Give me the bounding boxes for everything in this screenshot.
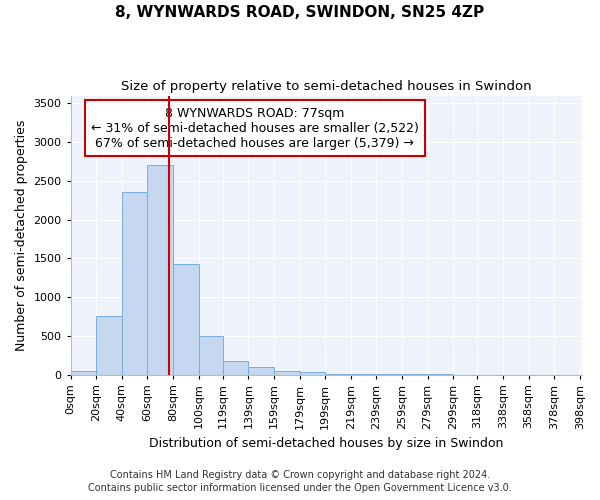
Bar (173, 264, 199, 374)
Text: Contains HM Land Registry data © Crown copyright and database right 2024.: Contains HM Land Registry data © Crown c… (110, 470, 490, 480)
Bar (274, 370, 299, 374)
Text: 8, WYNWARDS ROAD, SWINDON, SN25 4ZP: 8, WYNWARDS ROAD, SWINDON, SN25 4ZP (115, 5, 485, 20)
Bar (248, 367, 274, 374)
Title: Size of property relative to semi-detached houses in Swindon: Size of property relative to semi-detach… (121, 80, 532, 93)
Bar (199, 336, 223, 374)
Y-axis label: Number of semi-detached properties: Number of semi-detached properties (15, 120, 28, 350)
Text: Contains public sector information licensed under the Open Government Licence v3: Contains public sector information licen… (88, 483, 512, 493)
Bar (71, 370, 96, 374)
Text: 8 WYNWARDS ROAD: 77sqm
← 31% of semi-detached houses are smaller (2,522)
67% of : 8 WYNWARDS ROAD: 77sqm ← 31% of semi-det… (91, 106, 419, 150)
Bar (96, 316, 122, 374)
Bar (299, 372, 325, 374)
Bar (122, 192, 148, 374)
Bar (148, 166, 173, 374)
X-axis label: Distribution of semi-detached houses by size in Swindon: Distribution of semi-detached houses by … (149, 437, 504, 450)
Bar (223, 361, 248, 374)
